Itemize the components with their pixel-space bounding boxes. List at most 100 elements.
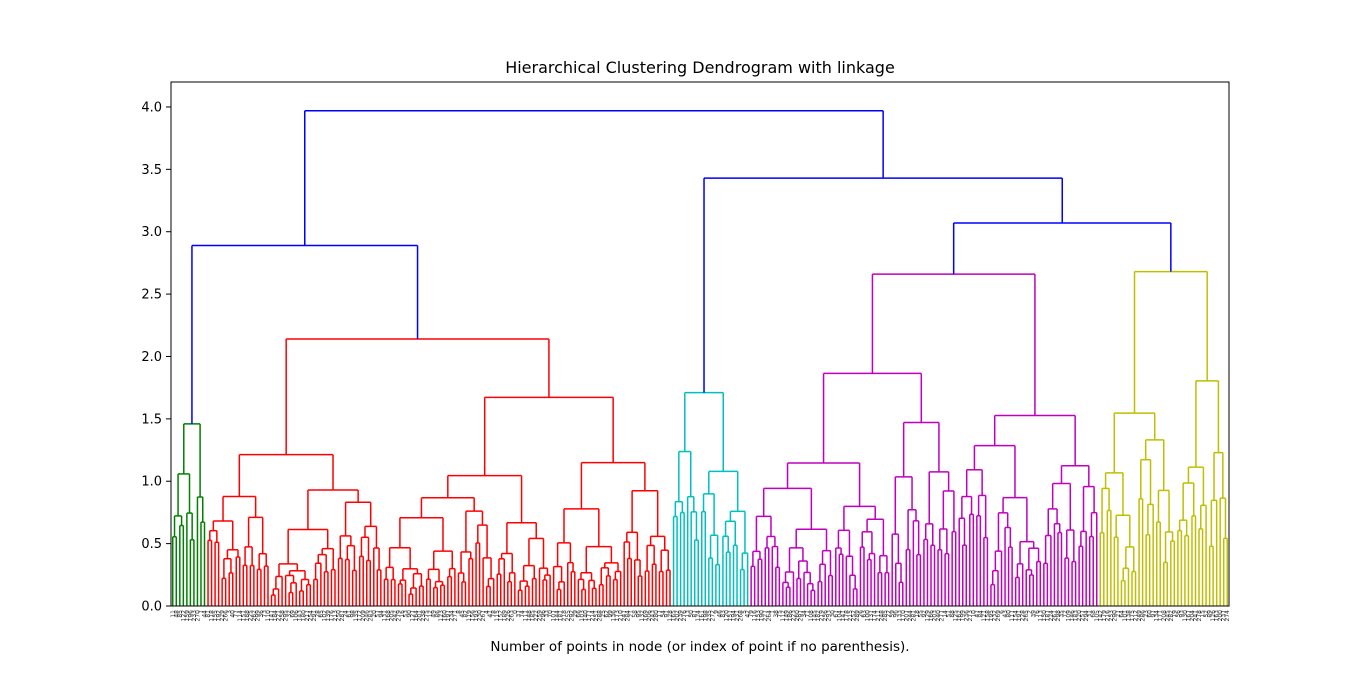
leaf-label: 165	[671, 610, 678, 622]
leaf-label: 238	[420, 610, 427, 622]
leaf-label: 166	[928, 610, 935, 622]
leaf-label: 231	[734, 610, 741, 622]
leaf-label: 21	[628, 610, 635, 618]
leaf-label: 116	[752, 610, 759, 622]
leaf-label: 168	[385, 610, 392, 622]
leaf-label: 241	[1192, 610, 1199, 622]
leaf-label: 222	[533, 610, 540, 622]
leaf-label: 67	[833, 610, 840, 618]
leaf-label: 46	[716, 610, 723, 618]
leaf-label: 192	[216, 610, 223, 622]
leaf-label: 230	[477, 610, 484, 622]
leaf-label: 122	[180, 610, 187, 622]
y-tick-label: 1.0	[141, 475, 162, 490]
leaf-label: 174	[872, 610, 879, 622]
leaf-label: 60	[1147, 610, 1154, 618]
leaf-label: 90	[406, 610, 413, 618]
leaf-label: 242	[392, 610, 399, 622]
leaf-label: 50	[688, 610, 695, 618]
leaf-label: 97	[1150, 610, 1157, 618]
leaf-label: 220	[1076, 610, 1083, 622]
leaf-label: 89	[1207, 610, 1214, 618]
leaf-label: 118	[209, 610, 216, 622]
leaf-label: 4	[484, 610, 491, 614]
leaf-label: 71	[805, 610, 812, 618]
leaf-label: 75	[776, 610, 783, 618]
leaf-label: 172	[357, 610, 364, 622]
leaf-label: 125	[953, 610, 960, 622]
leaf-label: 278	[1196, 610, 1203, 622]
leaf-label: 130	[1182, 610, 1189, 622]
leaf-label: 182	[815, 610, 822, 622]
leaf-label: 249	[1136, 610, 1143, 622]
leaf-label: 29	[572, 610, 579, 618]
leaf-label: 37	[515, 610, 522, 618]
leaf-label: 260	[794, 610, 801, 622]
leaf-label: 294	[1083, 610, 1090, 622]
leaf-label: 81	[205, 610, 212, 618]
leaf-label: 77	[233, 610, 240, 618]
leaf-label: 167	[1185, 610, 1192, 622]
leaf-label: 299	[254, 610, 261, 622]
leaf-label: 57	[374, 610, 381, 618]
leaf-label: 127	[410, 610, 417, 622]
leaf-label: 143	[297, 610, 304, 622]
leaf-label: 96	[893, 610, 900, 618]
leaf-label: 14	[942, 610, 949, 618]
leaf-label: 203	[932, 610, 939, 622]
leaf-label: 199	[960, 610, 967, 622]
leaf-label: 247	[621, 610, 628, 622]
leaf-label: 107	[551, 610, 558, 622]
leaf-label: 169	[642, 610, 649, 622]
leaf-label: 128	[667, 610, 674, 622]
leaf-label: 298	[1055, 610, 1062, 622]
leaf-label: 229	[219, 610, 226, 622]
leaf-label: 141	[840, 610, 847, 622]
leaf-label: 244	[907, 610, 914, 622]
leaf-label: 145	[812, 610, 819, 622]
leaf-label: 153	[755, 610, 762, 622]
leaf-label: 53	[403, 610, 410, 618]
leaf-label: 26	[857, 610, 864, 618]
leaf-label: 162	[956, 610, 963, 622]
leaf-label: 228	[1020, 610, 1027, 622]
leaf-label: 208	[1161, 610, 1168, 622]
leaf-label: 47	[974, 610, 981, 618]
leaf-label: 139	[325, 610, 332, 622]
leaf-label: 58	[632, 610, 639, 618]
leaf-label: 150	[1041, 610, 1048, 622]
leaf-label: 163	[1214, 610, 1221, 622]
leaf-label: 258	[279, 610, 286, 622]
leaf-label: 87	[692, 610, 699, 618]
leaf-label: 269	[995, 610, 1002, 622]
leaf-label: 1	[769, 610, 776, 614]
leaf-label: 73	[261, 610, 268, 618]
leaf-label: 112	[780, 610, 787, 622]
leaf-label: 119	[466, 610, 473, 622]
plot-frame	[170, 81, 1230, 607]
leaf-label: 2	[1027, 610, 1034, 614]
leaf-label: 136	[611, 610, 618, 622]
leaf-label: 188	[244, 610, 251, 622]
leaf-label: 204	[1189, 610, 1196, 622]
leaf-label: 98	[350, 610, 357, 618]
leaf-label: 284	[625, 610, 632, 622]
y-tick-label: 0.5	[141, 537, 162, 552]
leaf-label: 293	[826, 610, 833, 622]
leaf-label: 35	[1058, 610, 1065, 618]
leaf-label: 54	[660, 610, 667, 618]
leaf-label: 256	[822, 610, 829, 622]
leaf-label: 48	[173, 610, 180, 618]
leaf-label: 246	[364, 610, 371, 622]
leaf-label: 267	[480, 610, 487, 622]
leaf-label: 36	[258, 610, 265, 618]
leaf-label: 61	[346, 610, 353, 618]
leaf-label: 211	[875, 610, 882, 622]
leaf-label: 7	[198, 610, 205, 614]
leaf-label: 252	[850, 610, 857, 622]
leaf-label: 86	[434, 610, 441, 618]
leaf-label: 93	[1178, 610, 1185, 618]
leaf-label: 19	[1171, 610, 1178, 618]
leaf-label: 185	[529, 610, 536, 622]
leaf-label: 149	[783, 610, 790, 622]
